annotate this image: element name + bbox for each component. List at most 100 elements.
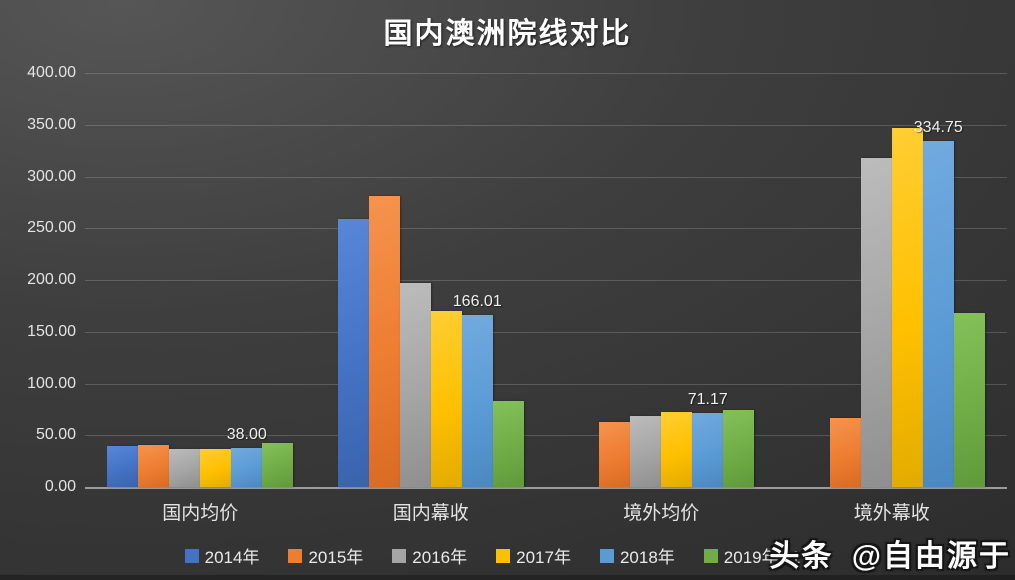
bar-slot bbox=[368, 73, 400, 487]
bar-group-2: 166.01 bbox=[316, 73, 547, 487]
y-tick-label: 350.00 bbox=[27, 115, 76, 133]
bar-group-1: 38.00 bbox=[85, 73, 316, 487]
legend-item-2018年: 2018年 bbox=[599, 543, 675, 568]
y-tick-label: 250.00 bbox=[27, 219, 76, 237]
bar-slot bbox=[953, 73, 985, 487]
bar-2018年-境外均价 bbox=[692, 413, 724, 487]
data-label: 38.00 bbox=[226, 425, 267, 443]
bar-2018年-国内幕收 bbox=[461, 315, 493, 487]
bar-2019年H1-国内均价 bbox=[262, 442, 294, 487]
bar-slot: 334.75 bbox=[914, 73, 963, 487]
y-tick-label: 0.00 bbox=[44, 478, 76, 495]
bar-2014年-国内幕收 bbox=[337, 218, 369, 487]
bar-2015年-国内均价 bbox=[138, 444, 170, 487]
legend-label: 2018年 bbox=[619, 548, 675, 567]
bar-2019年H1-国内幕收 bbox=[492, 401, 524, 487]
y-axis-labels: 400.00 350.00 300.00 250.00 200.00 150.00 100.… bbox=[0, 64, 76, 495]
bar-slot bbox=[200, 73, 232, 487]
gridline bbox=[85, 228, 1007, 230]
gridline bbox=[85, 383, 1007, 385]
y-tick-label: 400.00 bbox=[27, 64, 76, 81]
gridline bbox=[85, 124, 1007, 126]
legend-item-2016年: 2016年 bbox=[392, 543, 467, 568]
legend-item-2017年: 2017年 bbox=[496, 543, 571, 568]
x-axis-labels: 国内均价 国内幕收 境外均价 境外幕收 bbox=[85, 498, 1007, 525]
legend-swatch bbox=[288, 548, 303, 563]
gridline bbox=[85, 331, 1007, 333]
bar-2019年H1-境外幕收 bbox=[953, 313, 985, 487]
bar-slot bbox=[891, 73, 923, 487]
bar-slot bbox=[169, 73, 201, 487]
x-category-label: 国内幕收 bbox=[392, 503, 469, 524]
gridline bbox=[85, 73, 1007, 74]
legend-swatch bbox=[599, 548, 614, 563]
bar-2014年-国内均价 bbox=[107, 445, 139, 487]
data-label: 166.01 bbox=[452, 293, 502, 311]
gridline bbox=[85, 487, 1007, 489]
bar-slot bbox=[661, 73, 693, 487]
y-tick-label: 100.00 bbox=[27, 374, 76, 392]
legend-label: 2017年 bbox=[516, 548, 571, 567]
bottom-edge-shade bbox=[0, 575, 1015, 580]
watermark-handle: @自由源于 bbox=[851, 540, 1011, 573]
x-category-label: 国内均价 bbox=[162, 503, 239, 524]
legend: 2014年 2015年 2016年 2017年 2018年 2019年H1 bbox=[0, 543, 1015, 568]
gridline bbox=[85, 176, 1007, 178]
y-tick-label: 150.00 bbox=[27, 322, 76, 340]
gridline bbox=[85, 280, 1007, 281]
legend-label: 2015年 bbox=[308, 548, 364, 567]
bar-slot bbox=[430, 73, 462, 487]
bar-slot bbox=[829, 73, 861, 487]
legend-label: 2019年H1 bbox=[723, 548, 801, 567]
bar-slot bbox=[568, 73, 599, 487]
bar-slot bbox=[799, 73, 830, 487]
bar-2016年-国内均价 bbox=[169, 448, 201, 487]
bar-slot: 71.17 bbox=[688, 73, 728, 487]
bar-2015年-境外均价 bbox=[599, 421, 631, 487]
bar-slot bbox=[630, 73, 662, 487]
bar-group-4: 334.75 bbox=[777, 73, 1008, 487]
bar-groups: 38.00 166.01 71.17 334.75 bbox=[85, 73, 1007, 487]
bar-slot: 38.00 bbox=[227, 73, 267, 487]
bar-slot bbox=[262, 73, 294, 487]
legend-item-2014年: 2014年 bbox=[184, 543, 260, 568]
bar-slot bbox=[599, 73, 631, 487]
bar-2017年-国内均价 bbox=[200, 448, 232, 487]
legend-swatch bbox=[392, 548, 407, 563]
bar-2016年-境外均价 bbox=[630, 415, 662, 487]
bar-2016年-境外幕收 bbox=[860, 157, 892, 487]
bar-2017年-境外幕收 bbox=[891, 127, 923, 487]
legend-swatch bbox=[496, 548, 511, 563]
bar-slot bbox=[399, 73, 431, 487]
watermark-brand: 头条 bbox=[769, 540, 834, 573]
bar-slot bbox=[337, 73, 369, 487]
bar-group-3: 71.17 bbox=[546, 73, 777, 487]
bar-2019年H1-境外均价 bbox=[723, 410, 755, 487]
bar-2015年-国内幕收 bbox=[368, 196, 400, 487]
y-tick-label: 200.00 bbox=[27, 271, 76, 288]
data-label: 71.17 bbox=[687, 391, 728, 409]
bar-2015年-境外幕收 bbox=[829, 417, 861, 487]
plot-area: 38.00 166.01 71.17 334.75 bbox=[85, 73, 1007, 489]
bar-slot: 166.01 bbox=[453, 73, 502, 487]
bar-slot bbox=[107, 73, 139, 487]
data-label: 334.75 bbox=[913, 118, 963, 136]
bar-2016年-国内幕收 bbox=[399, 283, 431, 487]
bar-2018年-境外幕收 bbox=[922, 140, 954, 487]
x-category-label: 境外幕收 bbox=[853, 503, 930, 524]
x-category-label: 境外均价 bbox=[623, 503, 700, 524]
bar-slot bbox=[138, 73, 170, 487]
bar-slot bbox=[492, 73, 524, 487]
bar-2017年-国内幕收 bbox=[430, 311, 462, 487]
bar-2017年-境外均价 bbox=[661, 412, 693, 487]
gridline bbox=[85, 435, 1007, 437]
watermark: 头条 @自由源于 bbox=[769, 531, 1011, 575]
legend-item-2019年H1: 2019年H1 bbox=[703, 543, 801, 568]
legend-label: 2014年 bbox=[204, 548, 260, 567]
bar-slot bbox=[860, 73, 892, 487]
chart-title: 国内澳洲院线对比 bbox=[383, 18, 632, 50]
legend-label: 2016年 bbox=[412, 548, 468, 567]
legend-item-2015年: 2015年 bbox=[288, 543, 363, 568]
bar-slot bbox=[723, 73, 755, 487]
